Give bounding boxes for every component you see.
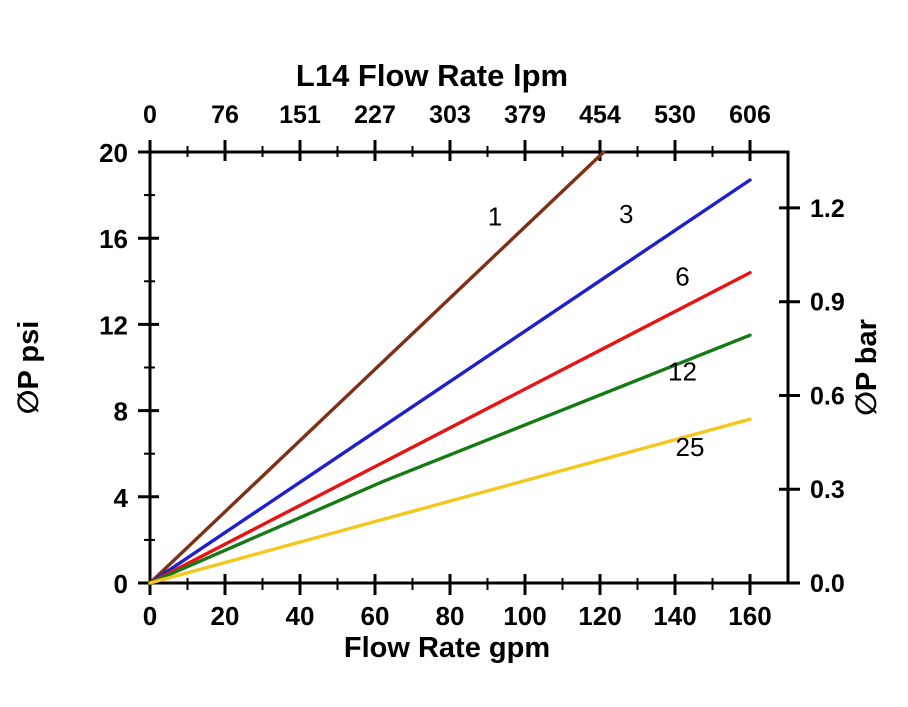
bottom-tick-label: 160 bbox=[728, 601, 771, 631]
right-tick-label: 0.6 bbox=[810, 382, 845, 410]
top-tick-label: 151 bbox=[279, 101, 321, 129]
left-tick-label: 20 bbox=[99, 138, 128, 168]
top-tick-label: 454 bbox=[579, 101, 621, 129]
top-tick-label: 379 bbox=[504, 101, 546, 129]
series-label-25: 25 bbox=[676, 432, 705, 462]
chart-title: L14 Flow Rate lpm bbox=[296, 58, 568, 93]
right-tick-label: 0.0 bbox=[810, 570, 845, 598]
top-tick-label: 303 bbox=[429, 101, 471, 129]
left-axis-title: ∅P psi bbox=[13, 321, 45, 415]
bottom-tick-label: 120 bbox=[578, 601, 621, 631]
series-label-3: 3 bbox=[619, 199, 633, 229]
bottom-tick-label: 100 bbox=[503, 601, 546, 631]
top-tick-label: 76 bbox=[211, 101, 239, 129]
left-tick-label: 16 bbox=[99, 224, 128, 254]
series-line-1 bbox=[148, 150, 606, 585]
bottom-tick-label: 60 bbox=[361, 601, 390, 631]
left-tick-label: 4 bbox=[114, 483, 129, 513]
right-axis-title: ∅P bar bbox=[851, 319, 883, 416]
bottom-tick-label: 40 bbox=[286, 601, 315, 631]
series-line-3 bbox=[148, 178, 752, 585]
top-tick-label: 227 bbox=[354, 101, 396, 129]
series-line-25 bbox=[148, 417, 752, 585]
bottom-axis-title: Flow Rate gpm bbox=[344, 632, 550, 664]
left-tick-label: 8 bbox=[114, 397, 128, 427]
series-label-12: 12 bbox=[668, 356, 697, 386]
series-label-1: 1 bbox=[488, 201, 502, 231]
top-tick-label: 530 bbox=[654, 101, 696, 129]
bottom-tick-label: 140 bbox=[653, 601, 696, 631]
series-label-6: 6 bbox=[675, 262, 689, 292]
top-tick-label: 0 bbox=[143, 101, 157, 129]
right-tick-label: 0.9 bbox=[810, 289, 845, 317]
top-tick-label: 606 bbox=[729, 101, 771, 129]
series-line-12 bbox=[148, 333, 752, 585]
left-tick-label: 0 bbox=[114, 569, 128, 599]
bottom-tick-label: 20 bbox=[211, 601, 240, 631]
right-tick-label: 0.3 bbox=[810, 476, 845, 504]
left-tick-label: 12 bbox=[99, 310, 128, 340]
bottom-tick-label: 80 bbox=[436, 601, 465, 631]
series-line-6 bbox=[148, 271, 752, 585]
bottom-tick-label: 0 bbox=[143, 601, 157, 631]
right-tick-label: 1.2 bbox=[810, 195, 845, 223]
